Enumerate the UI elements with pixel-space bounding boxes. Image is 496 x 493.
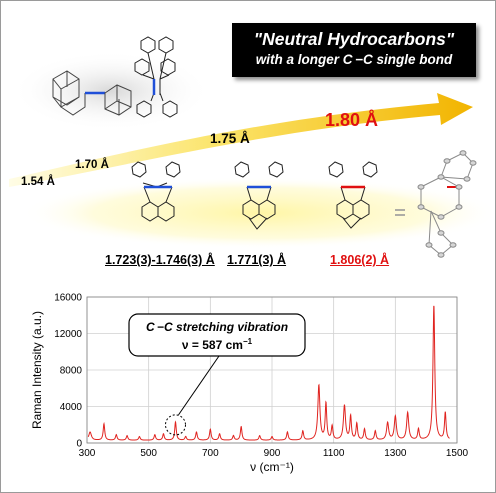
y-tick-label: 16000 [54,293,82,304]
title-line-1: "Neutral Hydrocarbons" [253,29,455,49]
y-tick-label: 12000 [54,329,82,340]
compound-3 [328,161,378,229]
highlighted-peak-marker [164,414,186,436]
title-line-2: with a longer C −C single bond [255,52,453,67]
reaction-graphic [9,36,495,258]
x-tick-label: 1300 [384,448,407,459]
raman-spectrum-line [87,305,450,441]
compound-glow [21,177,495,249]
cage-molecule-2 [104,84,132,116]
y-tick-labels: 0 4000 8000 12000 16000 [54,293,82,450]
x-tick-label: 900 [264,448,281,459]
label-1-70: 1.70 Å [75,159,109,171]
compound-2 [234,161,284,230]
compound-1 [131,161,181,222]
label-1-80: 1.80 Å [325,110,379,130]
cage-molecule-1 [52,70,86,116]
x-tick-label: 1100 [323,448,345,459]
annotation-line-2: ν = 587 cm−1 [182,337,253,352]
compound-2-length: 1.771(3) Å [227,253,287,267]
x-tick-label: 300 [79,448,96,459]
crystal-structure [417,150,477,258]
annotation-box [128,313,306,357]
annotation-leader-line [178,355,220,416]
x-tick-label: 1500 [446,448,469,459]
x-tick-label: 700 [202,448,219,459]
label-1-54: 1.54 Å [21,176,55,188]
phenyl-molecule [134,36,178,118]
y-tick-label: 0 [76,439,82,450]
compound-1-length: 1.723(3)-1.746(3) Å [105,253,215,267]
compound-3-length: 1.806(2) Å [330,253,390,267]
label-1-75: 1.75 Å [210,131,250,146]
title-box: "Neutral Hydrocarbons" with a longer C −… [232,23,476,77]
x-tick-label: 500 [140,448,157,459]
bond-length-arrow [9,93,473,187]
annotation-line-1: C −C stretching vibration [146,320,288,334]
y-tick-label: 8000 [60,366,83,377]
equals-sign [395,209,405,216]
plot-area [86,296,458,444]
x-axis-label: ν (cm⁻¹) [250,460,294,474]
x-tick-labels: 300 500 700 900 1100 1300 1500 [79,448,469,459]
y-tick-label: 4000 [60,402,83,413]
y-axis-label: Raman Intensity (a.u.) [30,311,44,429]
